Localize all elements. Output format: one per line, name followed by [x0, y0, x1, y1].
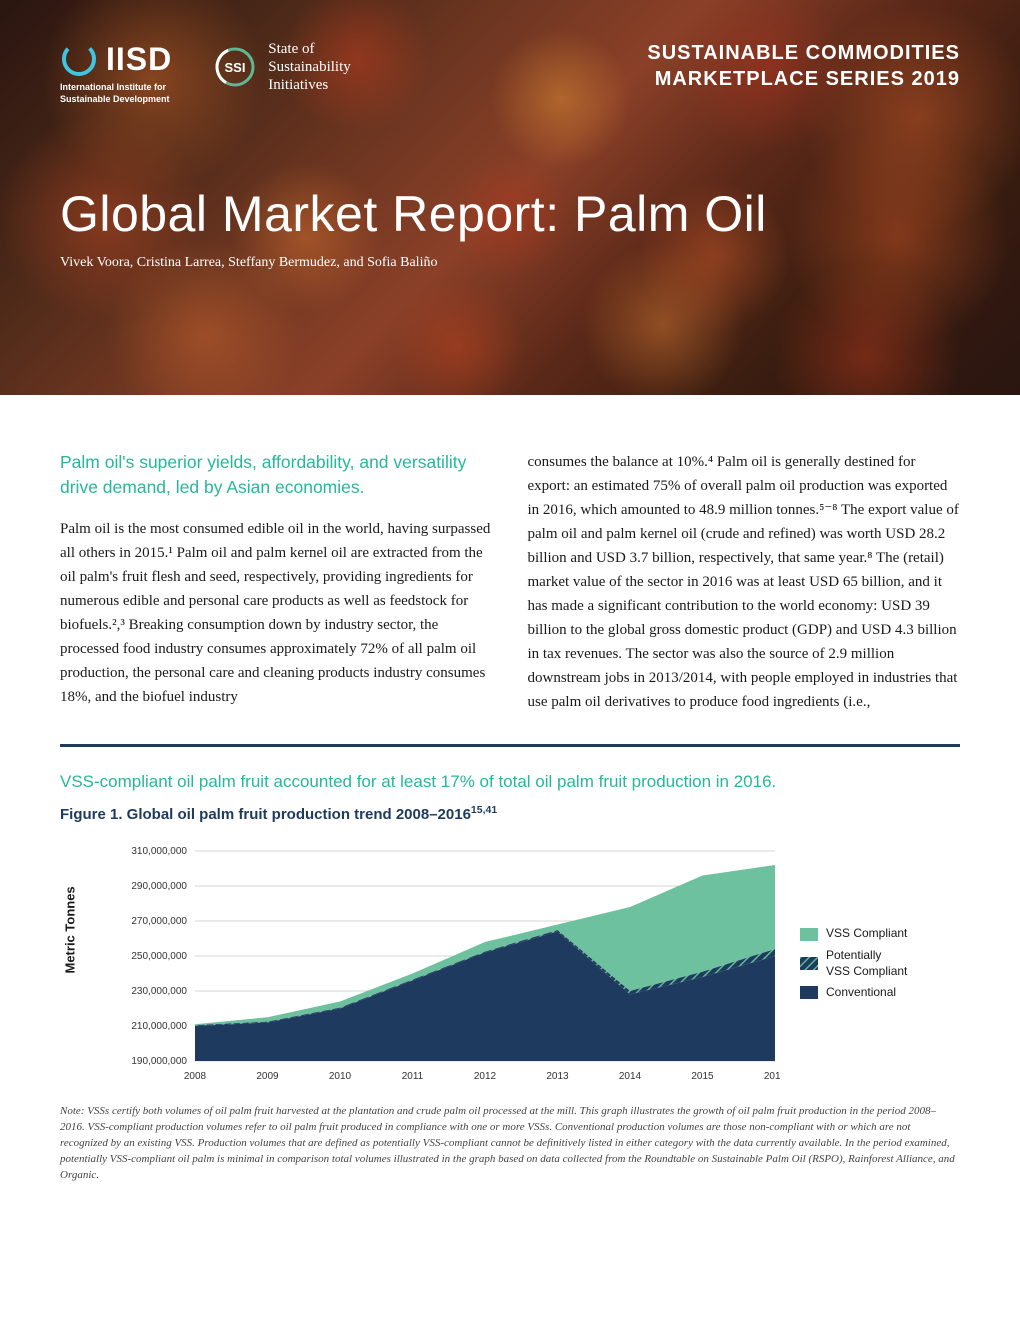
svg-text:310,000,000: 310,000,000: [131, 846, 187, 857]
authors: Vivek Voora, Cristina Larrea, Steffany B…: [60, 255, 960, 271]
svg-text:210,000,000: 210,000,000: [131, 1021, 187, 1032]
ssi-circle-icon: SSI: [212, 44, 258, 90]
svg-text:290,000,000: 290,000,000: [131, 881, 187, 892]
logo-row: IISD International Institute for Sustain…: [60, 40, 351, 105]
iisd-name: IISD: [106, 41, 172, 78]
svg-text:2010: 2010: [329, 1071, 352, 1082]
chart-y-axis-label: Metric Tonnes: [63, 954, 78, 974]
section-divider: [60, 744, 960, 747]
iisd-logo: IISD International Institute for Sustain…: [60, 40, 172, 105]
body-paragraph-left: Palm oil is the most consumed edible oil…: [60, 517, 493, 709]
iisd-circle-icon: [60, 40, 98, 78]
legend-item: Conventional: [800, 985, 907, 1001]
chart-headline: VSS-compliant oil palm fruit accounted f…: [60, 772, 960, 792]
series-title: SUSTAINABLE COMMODITIES MARKETPLACE SERI…: [647, 40, 960, 92]
svg-text:190,000,000: 190,000,000: [131, 1056, 187, 1067]
legend-item: VSS Compliant: [800, 926, 907, 942]
chart-title-sup: 15,41: [471, 804, 497, 816]
chart-container: Metric Tonnes 190,000,000 210,000,000 230,…: [60, 841, 960, 1086]
chart-note: Note: VSSs certify both volumes of oil p…: [60, 1104, 960, 1184]
svg-text:2013: 2013: [546, 1071, 569, 1082]
chart-title-text: Figure 1. Global oil palm fruit producti…: [60, 806, 471, 823]
area-chart: 190,000,000 210,000,000 230,000,000 250,000…: [100, 841, 780, 1086]
svg-text:270,000,000: 270,000,000: [131, 916, 187, 927]
svg-text:2014: 2014: [619, 1071, 642, 1082]
page-title: Global Market Report: Palm Oil: [60, 185, 960, 243]
svg-text:250,000,000: 250,000,000: [131, 951, 187, 962]
body-paragraph-right: consumes the balance at 10%.⁴ Palm oil i…: [528, 450, 961, 714]
hero-banner: IISD International Institute for Sustain…: [0, 0, 1020, 395]
svg-text:2012: 2012: [474, 1071, 497, 1082]
svg-text:230,000,000: 230,000,000: [131, 986, 187, 997]
chart-title: Figure 1. Global oil palm fruit producti…: [60, 804, 960, 823]
iisd-subtitle: International Institute for Sustainable …: [60, 82, 172, 105]
ssi-name: State of Sustainability Initiatives: [268, 40, 351, 94]
legend-item: Potentially VSS Compliant: [800, 948, 907, 979]
chart-legend: VSS Compliant Potentially VSS Compliant Co…: [800, 920, 907, 1006]
section-subhead: Palm oil's superior yields, affordabilit…: [60, 450, 493, 501]
svg-text:2011: 2011: [402, 1071, 424, 1082]
svg-text:2008: 2008: [184, 1071, 207, 1082]
two-column-body: Palm oil's superior yields, affordabilit…: [60, 450, 960, 714]
svg-text:2009: 2009: [256, 1071, 279, 1082]
svg-text:SSI: SSI: [225, 60, 246, 75]
ssi-logo: SSI State of Sustainability Initiatives: [212, 40, 351, 94]
svg-text:2015: 2015: [691, 1071, 714, 1082]
svg-text:2016: 2016: [764, 1071, 780, 1082]
